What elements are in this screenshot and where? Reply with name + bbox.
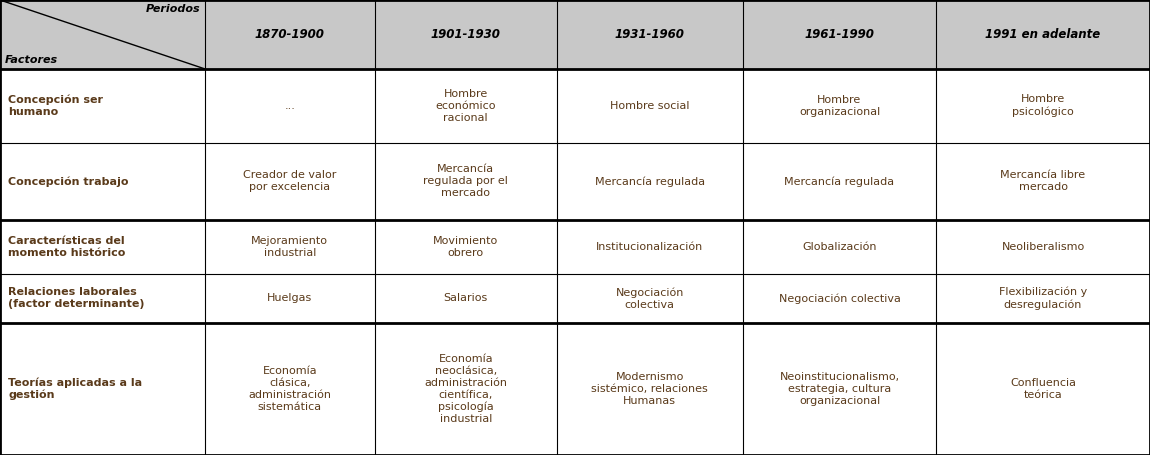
Bar [205,143,375,220]
Bar [205,69,375,143]
Text: 1961-1990: 1961-1990 [805,28,874,41]
Text: Hombre
organizacional: Hombre organizacional [799,95,880,117]
Bar [375,323,557,455]
Bar [743,323,936,455]
Text: Hombre
económico
racional: Hombre económico racional [436,89,496,123]
Text: Flexibilización y
desregulación: Flexibilización y desregulación [999,287,1087,310]
Bar [205,274,375,323]
Text: Concepción ser
humano: Concepción ser humano [8,95,103,117]
Bar [743,274,936,323]
Text: 1870-1900: 1870-1900 [255,28,324,41]
Bar [205,323,375,455]
Bar [0,69,205,143]
Text: Factores: Factores [5,55,58,65]
Bar [375,69,557,143]
Bar [557,323,743,455]
Text: Mercancía libre
mercado: Mercancía libre mercado [1000,170,1086,192]
Text: 1901-1930: 1901-1930 [431,28,500,41]
Bar [936,0,1150,69]
Text: Creador de valor
por excelencia: Creador de valor por excelencia [243,170,337,192]
Text: Periodos: Periodos [145,4,200,14]
Text: Modernismo
sistémico, relaciones
Humanas: Modernismo sistémico, relaciones Humanas [591,372,708,406]
Text: ...: ... [284,101,296,111]
Text: 1931-1960: 1931-1960 [615,28,684,41]
Text: Mercancía regulada: Mercancía regulada [595,176,705,187]
Text: 1991 en adelante: 1991 en adelante [986,28,1101,41]
Bar [743,143,936,220]
Text: Economía
clásica,
administración
sistemática: Economía clásica, administración sistemá… [248,366,331,412]
Text: Neoinstitucionalismo,
estrategia, cultura
organizacional: Neoinstitucionalismo, estrategia, cultur… [780,372,899,406]
Text: Características del
momento histórico: Características del momento histórico [8,236,125,258]
Bar [205,220,375,274]
Bar [743,220,936,274]
Text: Mercancía regulada: Mercancía regulada [784,176,895,187]
Text: Neoliberalismo: Neoliberalismo [1002,242,1084,252]
Text: Concepción trabajo: Concepción trabajo [8,176,129,187]
Bar [205,0,375,69]
Text: Confluencia
teórica: Confluencia teórica [1010,378,1076,400]
Text: Mercancía
regulada por el
mercado: Mercancía regulada por el mercado [423,164,508,198]
Text: Globalización: Globalización [803,242,876,252]
Text: Hombre social: Hombre social [610,101,690,111]
Text: Economía
neoclásica,
administración
científica,
psicología
industrial: Economía neoclásica, administración cien… [424,354,507,424]
Bar [375,274,557,323]
Bar [375,143,557,220]
Bar [936,274,1150,323]
Bar [0,143,205,220]
Text: Negociación colectiva: Negociación colectiva [779,293,900,303]
Bar [0,274,205,323]
Bar [936,220,1150,274]
Text: Negociación
colectiva: Negociación colectiva [615,287,684,309]
Text: Relaciones laborales
(factor determinante): Relaciones laborales (factor determinant… [8,288,145,309]
Bar [557,143,743,220]
Bar [936,323,1150,455]
Text: Movimiento
obrero: Movimiento obrero [434,236,498,258]
Bar [375,220,557,274]
Bar [0,220,205,274]
Bar [743,69,936,143]
Text: Hombre
psicológico: Hombre psicológico [1012,95,1074,117]
Bar [0,323,205,455]
Bar [936,143,1150,220]
Bar [557,220,743,274]
Bar [557,274,743,323]
Bar [557,0,743,69]
Bar [936,69,1150,143]
Text: Mejoramiento
industrial: Mejoramiento industrial [252,236,328,258]
Bar [743,0,936,69]
Text: Huelgas: Huelgas [267,293,313,303]
Bar [557,69,743,143]
Bar [0,0,205,69]
Bar [375,0,557,69]
Text: Teorías aplicadas a la
gestión: Teorías aplicadas a la gestión [8,377,143,400]
Text: Institucionalización: Institucionalización [596,242,704,252]
Text: Salarios: Salarios [444,293,488,303]
